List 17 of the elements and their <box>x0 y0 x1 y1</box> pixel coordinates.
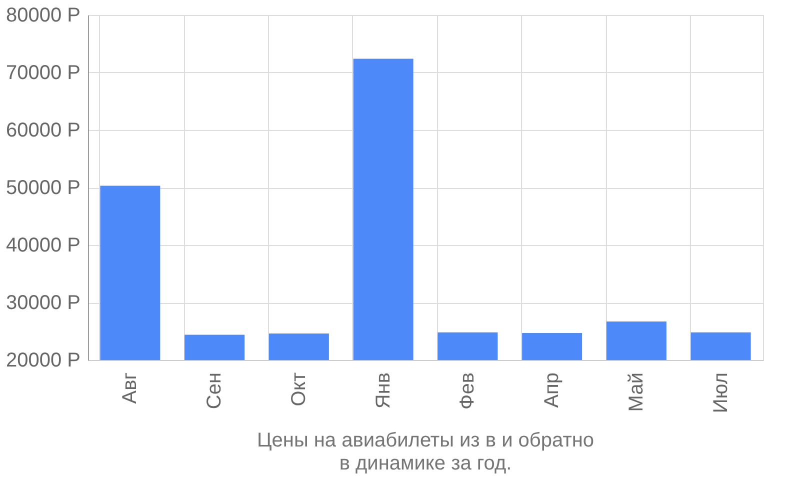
y-tick-label: 20000 Р <box>6 350 80 372</box>
y-tick-label: 30000 Р <box>6 292 80 314</box>
y-tick-label: 50000 Р <box>6 177 80 199</box>
y-tick-label: 60000 Р <box>6 120 80 142</box>
y-tick-label: 70000 Р <box>6 62 80 84</box>
x-tick-label: Май <box>625 372 648 412</box>
x-tick-label: Сен <box>204 372 226 410</box>
x-tick-label: Авг <box>119 372 142 404</box>
y-tick-label: 80000 Р <box>6 4 80 26</box>
x-tick-label: Янв <box>372 372 394 409</box>
x-tick-label: Окт <box>288 372 310 406</box>
y-tick-label: 40000 Р <box>6 234 80 256</box>
x-tick-label: Апр <box>541 372 564 408</box>
text: в динамике за год. <box>339 452 512 475</box>
x-tick-label: Июл <box>710 372 732 414</box>
x-tick-label: Фев <box>456 372 479 410</box>
text: Цены на авиабилеты из в и обратно <box>256 430 594 452</box>
